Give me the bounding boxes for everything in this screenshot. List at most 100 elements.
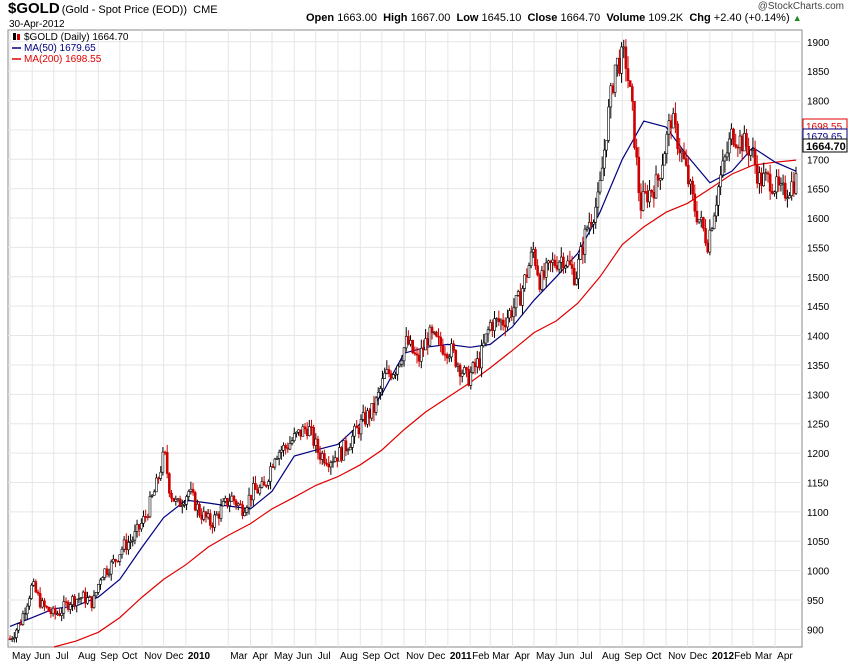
candle-body	[512, 307, 516, 318]
candle-body	[86, 597, 89, 604]
candle-body	[305, 428, 309, 437]
candle-body	[424, 338, 427, 351]
candle-icon-red	[17, 34, 20, 40]
candle-body	[269, 466, 272, 482]
candle-body	[308, 426, 311, 437]
candle-body	[544, 262, 548, 278]
candle-body	[32, 581, 35, 586]
close-label: Close	[527, 12, 558, 24]
candle-body	[314, 438, 318, 446]
candle-body	[409, 340, 412, 345]
candle-body	[417, 354, 421, 362]
candle-body	[631, 86, 634, 102]
candle-body	[114, 558, 117, 562]
candle-body	[204, 511, 208, 518]
candle-body	[49, 611, 53, 614]
candle-body	[454, 349, 458, 367]
candle-body	[254, 483, 257, 490]
candle-body	[706, 242, 710, 253]
candle-body	[219, 505, 223, 519]
candle-body	[404, 336, 408, 349]
ma200-polyline	[53, 159, 797, 648]
candle-body	[622, 46, 626, 49]
candle-body	[547, 260, 550, 264]
candle-body	[751, 148, 755, 151]
candle-body	[25, 605, 29, 615]
candle-body	[475, 358, 479, 368]
candle-body	[81, 591, 85, 599]
y-tick-label: 1650	[807, 185, 830, 196]
candle-body	[687, 165, 690, 185]
candle-body	[180, 505, 184, 507]
candle-body	[62, 601, 66, 614]
candle-body	[725, 152, 729, 158]
candle-body	[693, 193, 697, 212]
candle-body	[743, 133, 746, 152]
candle-body	[598, 180, 602, 193]
price-tag-label: 1664.70	[806, 141, 846, 153]
candle-body	[355, 425, 359, 429]
candle-body	[633, 101, 636, 148]
candle-body	[420, 348, 423, 362]
candle-body	[400, 360, 404, 365]
candle-body	[557, 261, 561, 270]
candle-body	[407, 336, 410, 345]
x-tick-label: Aug	[78, 651, 96, 662]
candle-body	[555, 265, 559, 270]
candle-body	[499, 319, 503, 323]
candle-body	[84, 591, 87, 604]
legend-label: MA(200) 1698.55	[24, 54, 102, 65]
candle-body	[112, 558, 115, 563]
candle-body	[435, 331, 438, 337]
candle-body	[135, 524, 139, 532]
candle-body	[47, 606, 51, 612]
candle-body	[133, 531, 137, 541]
candle-body	[422, 348, 425, 351]
candle-body	[202, 511, 206, 520]
candle-body	[56, 613, 59, 615]
candle-body	[527, 265, 531, 278]
candle-body	[669, 120, 673, 129]
candle-body	[13, 637, 16, 640]
candle-body	[624, 46, 628, 69]
x-tick-label: Nov	[144, 651, 162, 662]
candle-body	[273, 458, 277, 468]
x-tick-label: Feb	[734, 651, 752, 662]
candle-body	[536, 265, 539, 276]
candle-body	[510, 310, 514, 318]
candle-body	[333, 457, 337, 462]
candle-body	[277, 451, 281, 459]
x-tick-label: Feb	[472, 651, 490, 662]
candle-body	[596, 191, 600, 208]
candle-body	[148, 496, 152, 518]
candle-body	[94, 592, 98, 597]
candle-body	[394, 373, 397, 376]
candle-body	[92, 595, 96, 609]
candle-body	[570, 264, 574, 269]
candle-body	[717, 186, 720, 206]
x-tick-label: Sep	[362, 651, 380, 662]
x-tick-label: Oct	[646, 651, 662, 662]
x-tick-label: Sep	[100, 651, 118, 662]
y-tick-label: 1150	[807, 478, 829, 489]
candle-body	[344, 440, 348, 452]
candle-body	[215, 513, 219, 516]
candle-body	[585, 227, 589, 230]
price-tag-label: 1679.65	[806, 132, 843, 143]
candle-body	[340, 447, 343, 461]
candle-body	[508, 310, 511, 319]
candle-body	[480, 345, 483, 369]
close-value: 1664.70	[560, 12, 601, 24]
candle-body	[603, 149, 606, 169]
candle-body	[760, 172, 763, 187]
candle-body	[96, 584, 100, 593]
candle-body	[71, 596, 74, 605]
candle-body	[736, 146, 740, 149]
candle-body	[428, 326, 432, 346]
candle-body	[695, 210, 699, 223]
candle-body	[643, 191, 647, 193]
candle-body	[551, 259, 554, 263]
candle-body	[503, 324, 507, 328]
